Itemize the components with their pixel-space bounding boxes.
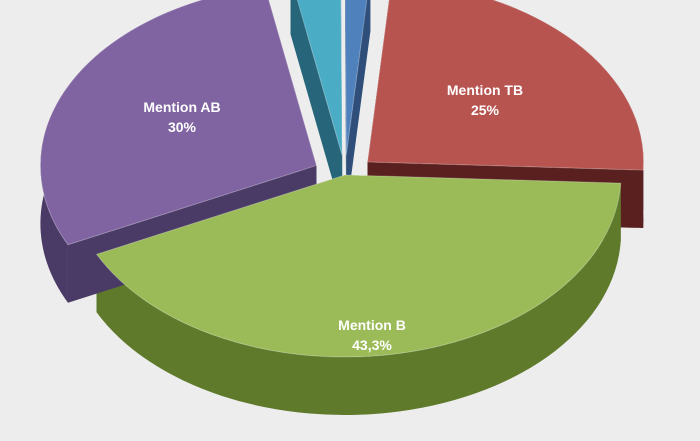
pie-slice	[296, 0, 343, 156]
slice-wall	[345, 0, 347, 214]
slice-label-value: 43,3%	[352, 337, 392, 353]
slice-label-value: 30%	[168, 119, 197, 135]
slice-label-name: Mention AB	[143, 99, 220, 115]
pie-slice	[344, 0, 368, 156]
pie-slice	[39, 0, 318, 246]
slice-label-name: Mention TB	[447, 82, 523, 98]
slice-label-value: 25%	[471, 102, 500, 118]
pie-slice	[366, 0, 645, 171]
slice-labels: Mention TB 25% Mention B 43,3% Mention AB 30%	[143, 82, 523, 353]
slice-tops	[39, 0, 645, 358]
slice-label-name: Mention B	[338, 317, 406, 333]
slice-side	[96, 183, 621, 416]
pie-slice	[95, 174, 622, 358]
slice-wall	[346, 0, 371, 214]
slice-wall	[290, 0, 343, 214]
